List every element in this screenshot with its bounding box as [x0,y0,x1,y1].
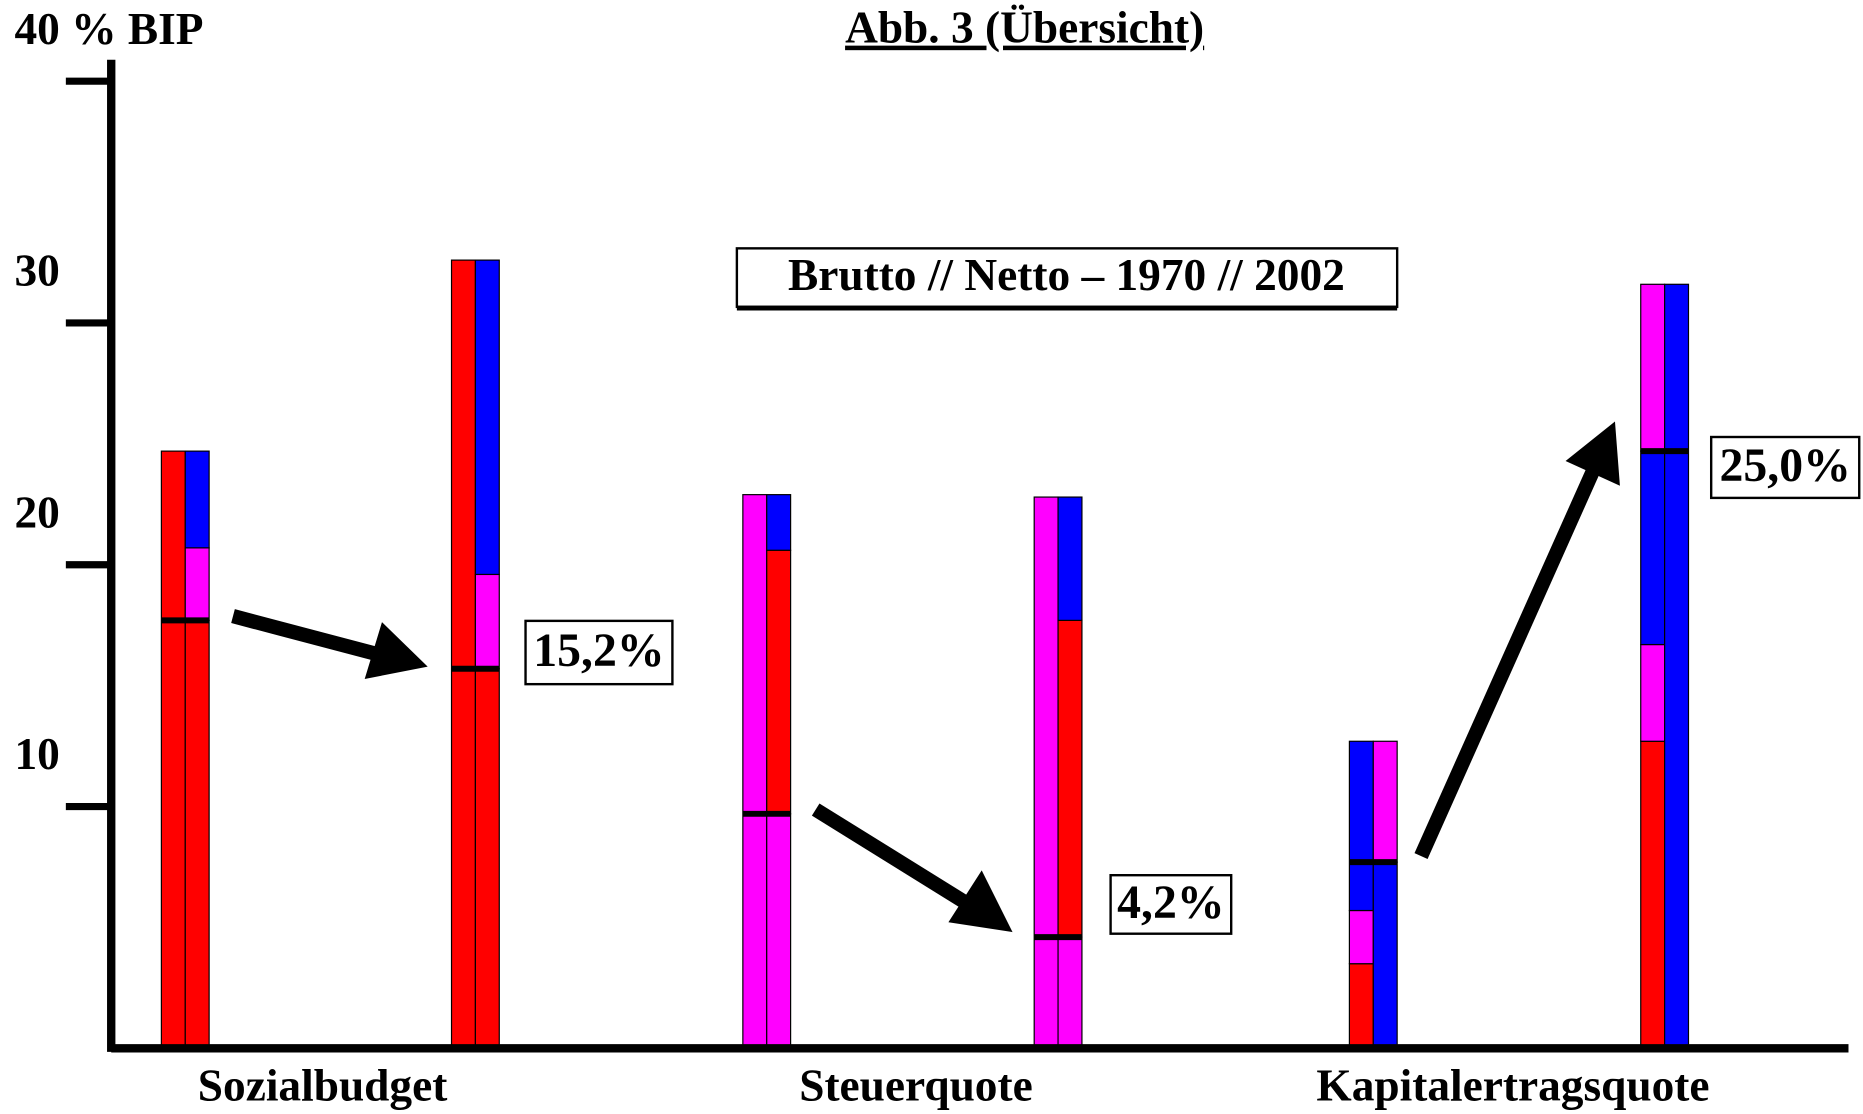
change-label: 25,0% [1720,439,1851,492]
bar-segment [1372,861,1398,1049]
bar-segment [474,668,500,1049]
bar-segment [1640,450,1666,646]
bar-segment [184,547,210,621]
bar-segment [1348,909,1374,965]
y-tick-label: 30 [15,246,60,296]
bar-segment [160,450,186,1049]
bar-segment [742,494,768,1049]
x-tick-label: Steuerquote [799,1061,1033,1111]
bar-segment [450,259,476,1049]
arrowhead [364,622,428,679]
bar-segment [1348,740,1374,912]
change-box [1109,874,1233,935]
bar-segment [1664,283,1690,1049]
subtitle-box [735,247,1399,309]
x-tick-label: Kapitalertragsquote [1316,1061,1709,1111]
change-label: 4,2% [1117,876,1224,929]
y-tick-label: 10 [15,729,60,779]
bar-segment [1372,740,1398,863]
subtitle: Brutto // Netto – 1970 // 2002 [788,250,1345,300]
bar-segment [184,619,210,1049]
bar-segment [766,813,792,1049]
bar-segment [474,259,500,576]
bar-segment [1640,283,1666,452]
bar-segment [1057,496,1083,621]
change-box [524,619,674,686]
bar-segment [184,450,210,549]
y-tick-label: 40 % BIP [15,4,204,54]
chart-title: Abb. 3 (Übersicht) [845,3,1204,53]
change-label: 15,2% [533,624,664,677]
bar-segment [1057,936,1083,1049]
arrowhead [1565,421,1620,486]
arrowhead [948,870,1013,933]
y-tick-label: 20 [15,487,60,537]
bar-segment [766,549,792,815]
arrow [231,609,385,663]
change-box [1709,435,1861,500]
arrow [1414,462,1602,860]
bar-segment [1640,643,1666,742]
bar-segment [1348,963,1374,1049]
bar-segment [474,573,500,670]
bar-segment [1033,496,1059,1049]
x-tick-label: Sozialbudget [198,1061,448,1111]
bar-segment [766,494,792,551]
bar-segment [1057,619,1083,938]
arrow [811,803,978,914]
bar-segment [1640,740,1666,1049]
arrows [231,421,1620,933]
